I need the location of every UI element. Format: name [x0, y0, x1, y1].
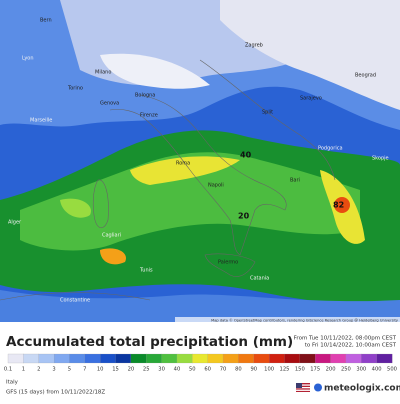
place-label: Roma — [176, 161, 190, 167]
amount-label: 40 — [240, 151, 252, 160]
legend-tick-label: 1 — [22, 367, 25, 373]
legend-tick-label: 90 — [250, 367, 257, 373]
legend-tick-label: 7 — [83, 367, 86, 373]
legend-swatch — [315, 353, 331, 364]
legend-tick-label: 125 — [280, 367, 290, 373]
legend-tick-label: 2 — [37, 367, 40, 373]
legend-swatch — [69, 353, 86, 364]
legend-tick-label: 60 — [204, 367, 211, 373]
legend-swatch — [222, 353, 239, 364]
legend-swatch — [7, 353, 24, 364]
footer: Accumulated total precipitation (mm) Fro… — [4, 334, 400, 396]
attribution: Map data © OpenStreetMap contributors, r… — [211, 319, 399, 323]
legend-swatch — [238, 353, 255, 364]
legend-swatch — [207, 353, 224, 364]
place-label: Firenze — [140, 113, 158, 119]
legend-swatch — [269, 353, 285, 364]
legend-swatch — [192, 353, 209, 364]
place-label: Lyon — [22, 56, 34, 62]
legend-tick-label: 175 — [310, 367, 320, 373]
legend-swatch — [100, 353, 116, 364]
legend-tick-label: 200 — [326, 367, 336, 373]
legend-tick-label: 30 — [158, 367, 165, 373]
place-label: Marseille — [30, 118, 52, 124]
date-to: to Fri 10/14/2022, 10:00am CEST — [305, 343, 397, 349]
place-label: Beograd — [355, 73, 376, 79]
legend-tick-label: 0.1 — [4, 367, 12, 373]
amount-label: 20 — [238, 212, 250, 221]
brand[interactable]: meteologix.com — [324, 384, 400, 394]
place-label: Constantine — [60, 298, 90, 304]
legend-swatch — [253, 353, 270, 364]
legend-tick-label: 250 — [341, 367, 351, 373]
legend-tick-label: 500 — [387, 367, 397, 373]
place-label: Catania — [250, 276, 269, 282]
place-label: Podgorica — [318, 146, 343, 152]
legend-tick-label: 400 — [372, 367, 382, 373]
legend-tick-label: 300 — [356, 367, 366, 373]
place-label: Napoli — [208, 183, 224, 189]
legend-tick-label: 10 — [97, 367, 104, 373]
legend-swatch — [38, 353, 55, 364]
legend-tick-label: 150 — [295, 367, 305, 373]
legend-tick-label: 20 — [128, 367, 135, 373]
legend: 0.1 1 2 3 5 7 10 15 20 25 30 40 50 60 70 80 90 100 125 150 1… — [4, 353, 397, 373]
flag-icon — [296, 383, 310, 392]
legend-tick-label: 15 — [112, 367, 119, 373]
legend-swatch — [161, 353, 178, 364]
legend-tick-label: 40 — [174, 367, 181, 373]
date-from: From Tue 10/11/2022, 08:00pm CEST — [294, 336, 397, 342]
place-label: Palermo — [218, 260, 238, 266]
place-label: Sarajevo — [300, 96, 322, 102]
legend-tick-label: 100 — [264, 367, 274, 373]
title: Accumulated total precipitation (mm) — [6, 334, 293, 350]
legend-tick-label: 50 — [189, 367, 196, 373]
legend-swatch — [130, 353, 147, 364]
legend-swatch — [84, 353, 101, 364]
place-label: Genova — [100, 101, 119, 107]
legend-swatch — [284, 353, 301, 364]
region: Italy — [6, 380, 19, 386]
place-label: Split — [262, 110, 273, 116]
legend-tick-label: 3 — [52, 367, 55, 373]
place-label: Bari — [290, 178, 300, 184]
legend-swatch — [23, 353, 40, 364]
place-label: Cagliari — [102, 233, 121, 239]
legend-swatch — [146, 353, 163, 364]
place-label: Tunis — [139, 268, 153, 274]
place-label: Bern — [40, 18, 52, 24]
place-label: Milano — [95, 70, 111, 76]
model-info: GFS (15 days) from 10/11/2022/18Z — [6, 390, 105, 396]
place-label: Bologna — [135, 93, 155, 99]
legend-swatch — [330, 353, 347, 364]
map: Bern Milano Torino Genova Bologna Firenz… — [0, 0, 400, 323]
legend-tick-label: 25 — [143, 367, 150, 373]
legend-swatch — [299, 353, 316, 364]
legend-swatch — [345, 353, 362, 364]
place-label: Alger — [8, 220, 22, 226]
logo-icon — [314, 383, 322, 392]
legend-swatch — [53, 353, 70, 364]
legend-swatch — [376, 353, 393, 364]
amount-label: 82 — [333, 201, 344, 210]
legend-swatch — [115, 353, 132, 364]
legend-swatch — [361, 353, 378, 364]
place-label: Zagreb — [245, 43, 263, 49]
legend-tick-label: 5 — [68, 367, 71, 373]
legend-tick-label: 70 — [220, 367, 227, 373]
place-label: Torino — [67, 86, 83, 92]
legend-swatch — [176, 353, 193, 364]
legend-tick-label: 80 — [235, 367, 242, 373]
place-label: Skopje — [372, 156, 389, 162]
